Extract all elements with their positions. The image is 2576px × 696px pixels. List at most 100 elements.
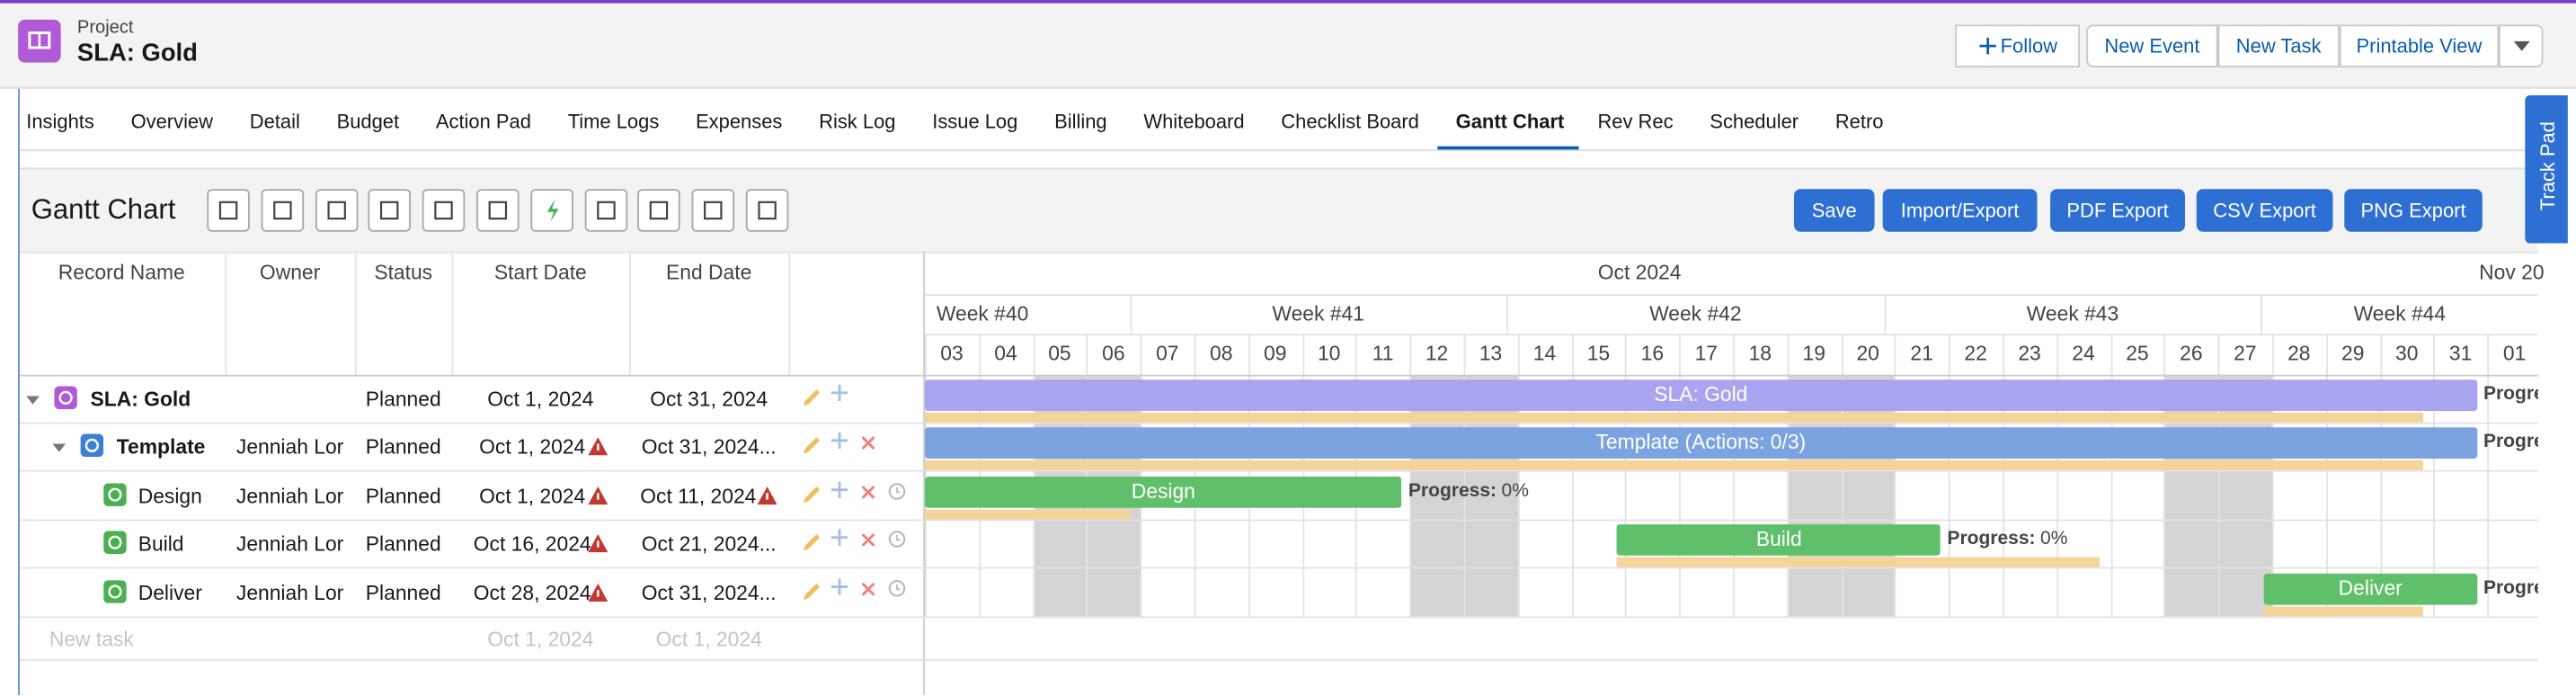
timeline-next-month: Nov 20 (2479, 261, 2545, 285)
edit-icon-glyph (803, 486, 821, 504)
week-divider (2261, 294, 2263, 335)
tab[interactable]: Action Pad (435, 110, 531, 134)
tab[interactable]: Detail (249, 110, 300, 134)
add-icon[interactable] (830, 528, 849, 548)
header-button[interactable]: Follow (1955, 24, 2080, 67)
column-header: Owner (259, 261, 321, 285)
gantt-bar[interactable]: SLA: Gold (925, 379, 2477, 411)
new-task-start: Oct 1, 2024 (487, 628, 594, 651)
follow-plus (1976, 34, 2000, 58)
tab[interactable]: Insights (26, 110, 94, 134)
day-label: 16 (1640, 342, 1665, 365)
day-divider (1032, 334, 1035, 617)
progress-label: Progress: (2483, 578, 2538, 599)
tab[interactable]: Scheduler (1710, 110, 1799, 134)
header-dropdown[interactable] (2499, 24, 2544, 67)
tab-active[interactable]: Gantt Chart (1455, 110, 1565, 134)
gantt-action-button[interactable]: PNG Export (2344, 189, 2483, 232)
day-divider (1571, 334, 1574, 617)
day-divider (2003, 334, 2004, 617)
tab[interactable]: Rev Rec (1597, 110, 1674, 134)
row-line (19, 469, 2538, 472)
gantt-bar[interactable]: Design (925, 477, 1402, 508)
gantt-action-button[interactable]: PDF Export (2050, 189, 2185, 232)
tab[interactable]: Risk Log (819, 110, 896, 134)
content-frame (18, 88, 2538, 696)
gantt-tool-button[interactable] (315, 189, 358, 232)
warning-icon-glyph (588, 486, 608, 505)
day-label: 07 (1156, 342, 1179, 365)
tab[interactable]: Overview (130, 110, 213, 134)
edit-icon-glyph (803, 437, 821, 454)
gantt-tool-button[interactable] (207, 189, 250, 232)
gantt-tool-button[interactable] (476, 189, 520, 232)
delete-icon[interactable] (859, 434, 877, 452)
day-label: 24 (2072, 342, 2095, 365)
tab[interactable]: Budget (336, 110, 400, 134)
start-date: Oct 1, 2024 (487, 388, 594, 411)
tool-glyph (596, 201, 615, 220)
delete-icon[interactable] (859, 531, 877, 549)
gantt-tool-button[interactable] (530, 189, 573, 232)
owner: Jenniah Lor (235, 485, 344, 508)
gantt-bar[interactable]: Deliver (2263, 573, 2477, 605)
edit-icon[interactable] (800, 434, 823, 458)
column-divider (354, 251, 357, 375)
header-button[interactable]: New Event (2086, 24, 2218, 67)
gantt-tool-button[interactable] (369, 189, 412, 232)
tab[interactable]: Billing (1054, 110, 1107, 134)
header-button[interactable]: New Task (2217, 24, 2340, 67)
day-label: 31 (2448, 342, 2473, 365)
time-icon (887, 482, 907, 502)
tab[interactable]: Whiteboard (1143, 110, 1245, 134)
gantt-bar[interactable]: Build (1617, 524, 1941, 556)
day-label: 05 (1048, 342, 1071, 365)
tab[interactable]: Expenses (696, 110, 783, 134)
record-icon (80, 433, 104, 458)
tab[interactable]: Issue Log (932, 110, 1018, 134)
end-date: Oct 21, 2024... (641, 532, 777, 556)
add-icon[interactable] (830, 383, 849, 403)
column-divider (788, 251, 791, 375)
time-icon (887, 578, 907, 598)
day-label: 04 (994, 342, 1017, 365)
add-icon-glyph (831, 529, 848, 546)
delete-icon[interactable] (859, 483, 877, 501)
week-divider (1884, 294, 1887, 335)
tab[interactable]: Retro (1834, 110, 1884, 134)
gantt-action-button[interactable]: CSV Export (2196, 189, 2333, 232)
side-tab[interactable]: Track Pad (2525, 95, 2568, 244)
gantt-tool-button[interactable] (583, 189, 627, 232)
add-icon[interactable] (830, 431, 849, 451)
week-label: Week #43 (2026, 302, 2119, 326)
tab[interactable]: Checklist Board (1281, 110, 1419, 134)
edit-icon[interactable] (800, 483, 823, 506)
gantt-bar[interactable]: Template (Actions: 0/3) (925, 427, 2477, 459)
day-divider (2487, 334, 2490, 617)
tab-divider (19, 149, 2538, 152)
edit-icon[interactable] (800, 531, 823, 554)
header-button[interactable]: Printable View (2339, 24, 2500, 67)
add-icon[interactable] (830, 480, 849, 500)
day-divider (1841, 334, 1843, 617)
side-tab-label[interactable]: Track Pad (2536, 121, 2560, 211)
day-divider (1895, 334, 1896, 617)
edit-icon[interactable] (800, 387, 823, 410)
delete-icon[interactable] (859, 580, 877, 598)
gantt-tool-button[interactable] (422, 189, 466, 232)
gantt-tool-button[interactable] (637, 189, 681, 232)
record-name: SLA: Gold (90, 388, 191, 411)
gantt-tool-button[interactable] (261, 189, 304, 232)
gantt-action-button[interactable]: Save (1793, 189, 1875, 232)
day-divider (1517, 334, 1520, 617)
gantt-action-button[interactable]: Import/Export (1882, 189, 2038, 232)
edit-icon[interactable] (800, 580, 823, 603)
tab[interactable]: Time Logs (567, 110, 660, 134)
gantt-tool-button[interactable] (691, 189, 735, 232)
warning-icon-glyph (588, 437, 608, 456)
day-divider (2325, 334, 2328, 617)
add-icon[interactable] (830, 577, 849, 597)
column-divider (629, 251, 631, 375)
gantt-tool-button[interactable] (745, 189, 789, 232)
new-task-name[interactable]: New task (49, 628, 134, 651)
